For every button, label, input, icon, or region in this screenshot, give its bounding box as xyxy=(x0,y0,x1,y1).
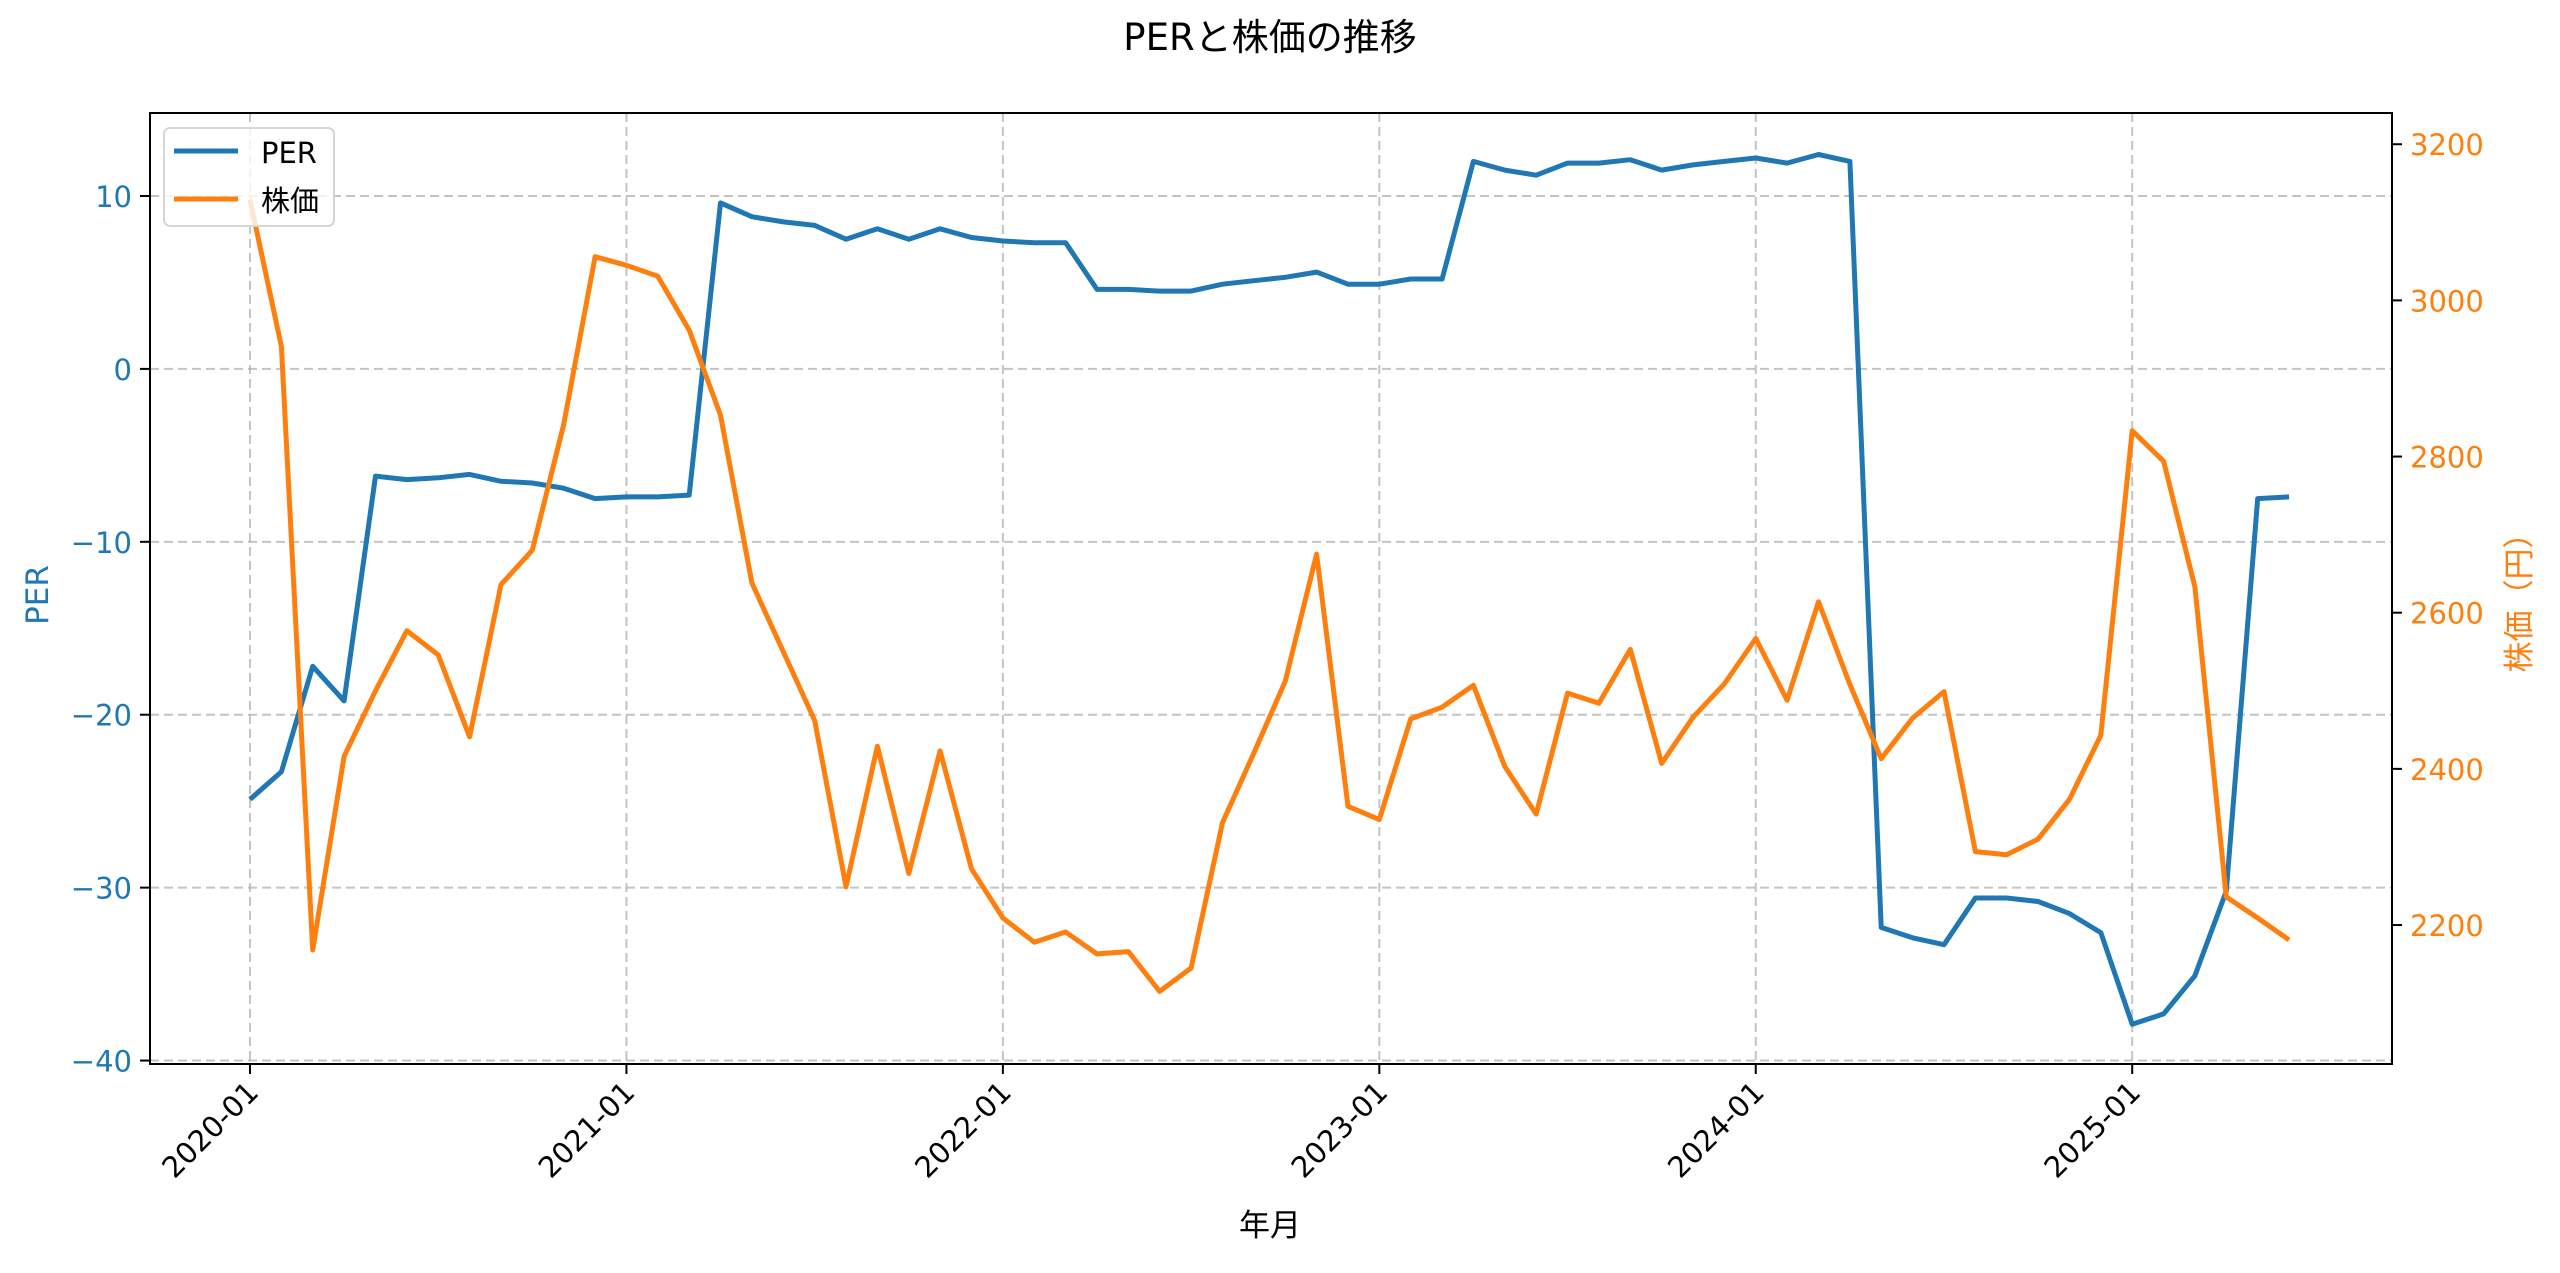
chart-title: PERと株価の推移 xyxy=(1123,16,1416,59)
x-tick-label: 2022-01 xyxy=(908,1075,1018,1185)
right-tick-label: 2200 xyxy=(2410,909,2484,943)
right-y-axis: 3200 3000 2800 2600 2400 2200 xyxy=(2392,128,2484,943)
x-axis: 2020-01 2021-01 2022-01 2023-01 2024-01 2025-… xyxy=(155,1064,2147,1185)
legend-per-label: PER xyxy=(261,136,317,170)
left-y-axis: 10 0 −10 −20 −30 −40 xyxy=(71,180,150,1079)
left-tick-label: −20 xyxy=(71,699,132,733)
legend-price-label: 株価 xyxy=(261,184,319,218)
per-line xyxy=(248,152,2290,1027)
left-y-axis-label: PER xyxy=(20,565,56,625)
left-tick-label: 0 xyxy=(114,353,132,387)
right-tick-label: 2600 xyxy=(2410,597,2484,631)
series-lines xyxy=(247,152,2291,1027)
price-line xyxy=(247,199,2291,994)
grid-lines xyxy=(150,113,2392,1064)
x-tick-label: 2023-01 xyxy=(1285,1075,1395,1185)
plot-frame xyxy=(149,112,2393,1065)
right-tick-label: 3000 xyxy=(2410,284,2484,318)
right-tick-label: 3200 xyxy=(2410,128,2484,162)
right-tick-label: 2400 xyxy=(2410,753,2484,787)
legend: PER 株価 xyxy=(163,127,335,227)
left-tick-label: −30 xyxy=(71,872,132,906)
left-tick-label: −40 xyxy=(71,1045,132,1079)
left-tick-label: 10 xyxy=(95,180,132,214)
left-tick-label: −10 xyxy=(71,526,132,560)
right-y-axis-label: 株価（円） xyxy=(2502,518,2538,673)
x-tick-label: 2020-01 xyxy=(155,1075,265,1185)
x-tick-label: 2025-01 xyxy=(2037,1075,2147,1185)
x-axis-label: 年月 xyxy=(1239,1208,1301,1244)
right-tick-label: 2800 xyxy=(2410,441,2484,475)
x-tick-label: 2024-01 xyxy=(1661,1075,1771,1185)
x-tick-label: 2021-01 xyxy=(532,1075,642,1185)
